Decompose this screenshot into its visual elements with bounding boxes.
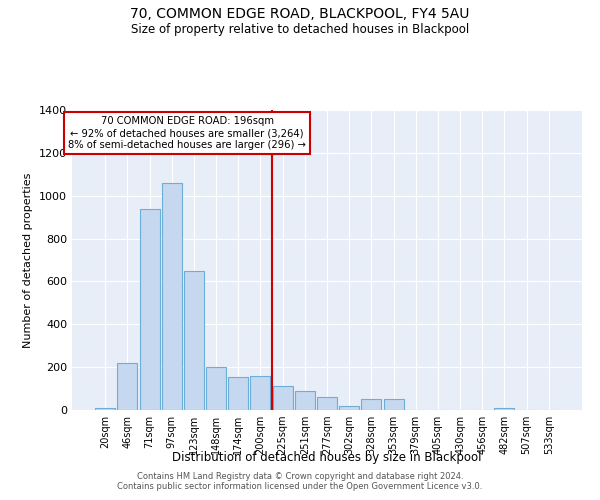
Text: 70, COMMON EDGE ROAD, BLACKPOOL, FY4 5AU: 70, COMMON EDGE ROAD, BLACKPOOL, FY4 5AU xyxy=(130,8,470,22)
Bar xyxy=(339,406,359,410)
Bar xyxy=(118,363,137,410)
Text: 70 COMMON EDGE ROAD: 196sqm
← 92% of detached houses are smaller (3,264)
8% of s: 70 COMMON EDGE ROAD: 196sqm ← 92% of det… xyxy=(68,116,306,150)
Bar xyxy=(361,400,382,410)
Bar xyxy=(494,408,514,410)
Text: Contains HM Land Registry data © Crown copyright and database right 2024.
Contai: Contains HM Land Registry data © Crown c… xyxy=(118,472,482,491)
Bar xyxy=(383,400,404,410)
Bar xyxy=(272,386,293,410)
Text: Size of property relative to detached houses in Blackpool: Size of property relative to detached ho… xyxy=(131,22,469,36)
Bar xyxy=(162,183,182,410)
Bar xyxy=(95,408,115,410)
Bar xyxy=(250,376,271,410)
Bar xyxy=(140,208,160,410)
Bar xyxy=(228,377,248,410)
Y-axis label: Number of detached properties: Number of detached properties xyxy=(23,172,34,348)
Bar xyxy=(184,270,204,410)
Bar xyxy=(206,367,226,410)
Bar xyxy=(295,390,315,410)
Text: Distribution of detached houses by size in Blackpool: Distribution of detached houses by size … xyxy=(172,451,482,464)
Bar xyxy=(317,397,337,410)
